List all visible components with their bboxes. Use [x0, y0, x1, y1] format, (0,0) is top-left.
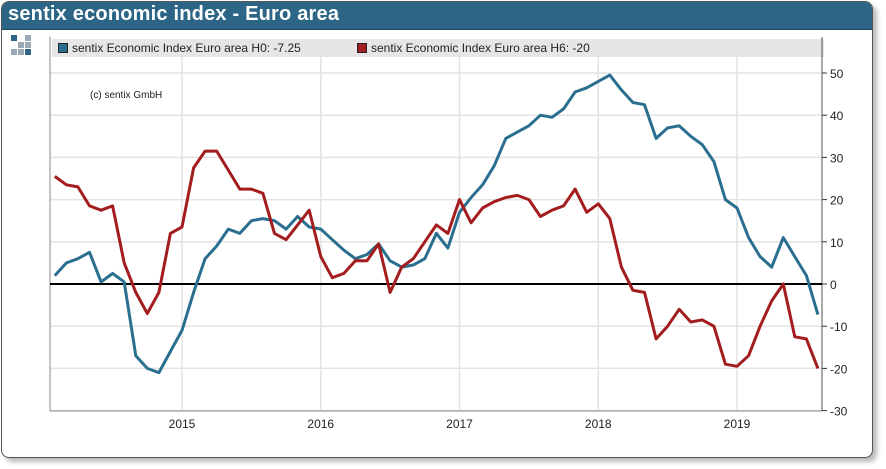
y-tick-label: -20 [830, 362, 848, 376]
y-tick-label: -10 [830, 320, 848, 334]
y-tick-label: 20 [830, 194, 844, 208]
x-tick-label: 2015 [169, 417, 196, 431]
y-tick-label: 50 [830, 67, 844, 81]
chart-title: sentix economic index - Euro area [8, 3, 340, 25]
legend-item-h0[interactable]: sentix Economic Index Euro area H0: -7.2… [58, 41, 301, 55]
legend-item-h6[interactable]: sentix Economic Index Euro area H6: -20 [357, 41, 590, 55]
y-tick-label: -30 [830, 405, 848, 419]
y-tick-label: 0 [830, 278, 837, 292]
y-tick-label: 10 [830, 236, 844, 250]
legend-label-h0: sentix Economic Index Euro area H0: -7.2… [72, 41, 301, 55]
y-tick-label: 40 [830, 109, 844, 123]
copyright-label: (c) sentix GmbH [90, 90, 162, 101]
legend-swatch-h6 [357, 43, 367, 53]
legend-swatch-h0 [58, 43, 68, 53]
title-bar: sentix economic index - Euro area [2, 2, 872, 30]
series-line-h0 [53, 73, 820, 375]
chart-frame: sentix economic index - Euro area sentix… [1, 1, 873, 458]
series-line-h6 [53, 149, 820, 369]
x-tick-label: 2018 [585, 417, 612, 431]
x-tick-label: 2019 [724, 417, 751, 431]
legend-label-h6: sentix Economic Index Euro area H6: -20 [371, 41, 590, 55]
x-tick-label: 2017 [446, 417, 473, 431]
x-tick-label: 2016 [307, 417, 334, 431]
y-tick-label: 30 [830, 151, 844, 165]
legend: sentix Economic Index Euro area H0: -7.2… [52, 39, 824, 57]
